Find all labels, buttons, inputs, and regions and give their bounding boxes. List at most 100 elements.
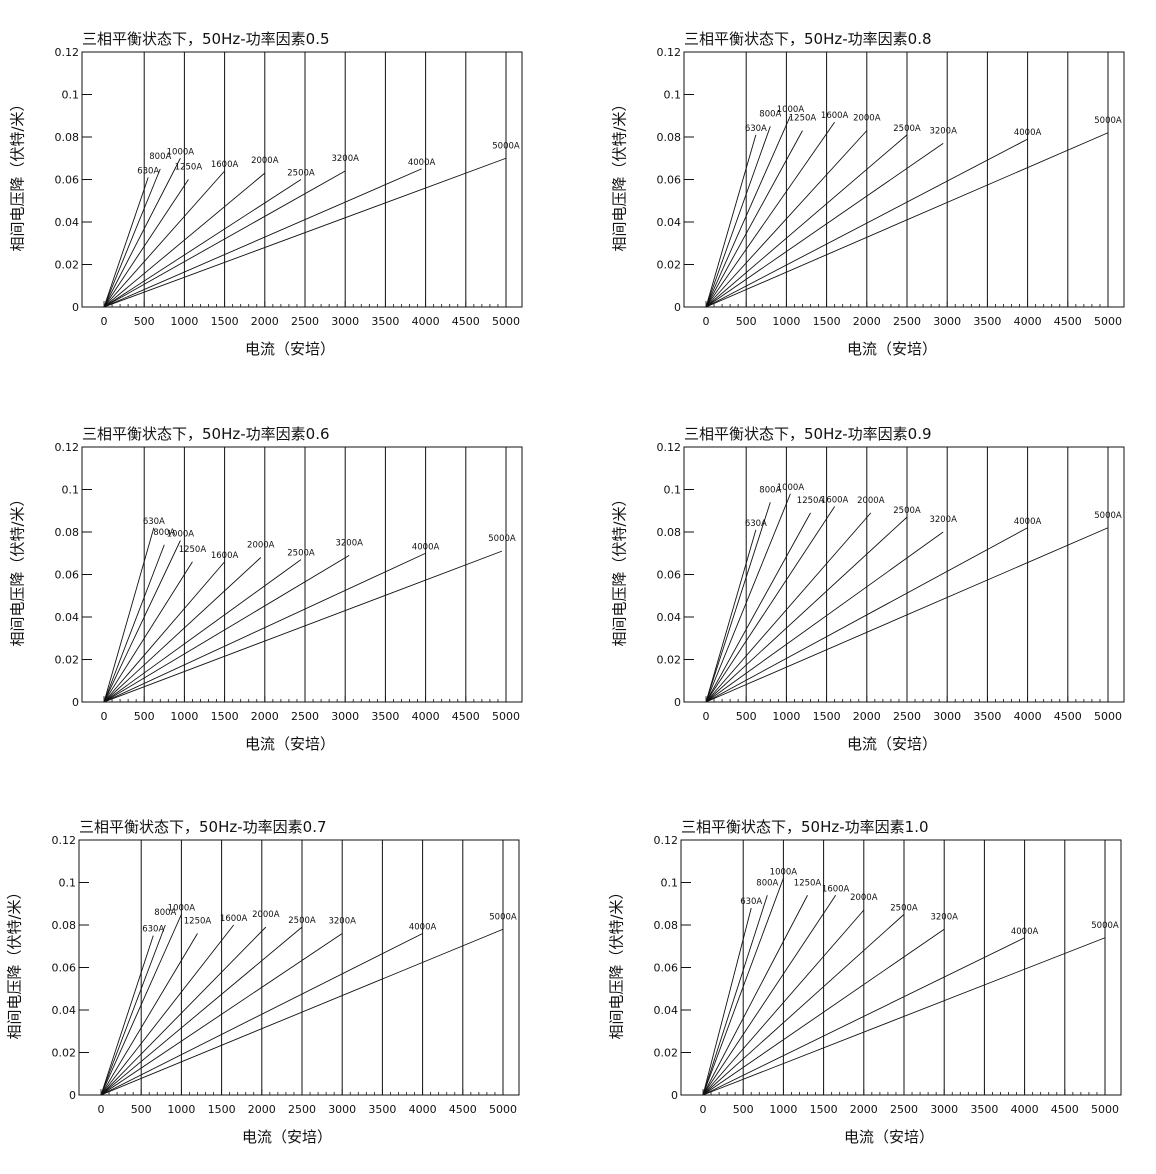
series-label: 5000A bbox=[489, 912, 517, 922]
chart-pf-0-7: 0 500 1000 1500 2000 2500 3000 3500 4000 4500 5000… bbox=[0, 814, 557, 1174]
series-label: 800A bbox=[759, 109, 781, 119]
series-label: 5000A bbox=[1094, 511, 1122, 521]
series-line-1000A bbox=[705, 115, 791, 308]
series-label: 1250A bbox=[789, 114, 817, 124]
series-label: 1000A bbox=[777, 105, 805, 115]
series-line-1000A bbox=[100, 914, 182, 1096]
y-tick-label: 0.06 bbox=[52, 962, 77, 975]
series-label: 1000A bbox=[770, 867, 798, 877]
series-line-630A bbox=[705, 134, 757, 308]
series-line-3200A bbox=[100, 933, 343, 1096]
series-line-1600A bbox=[100, 924, 235, 1096]
series-label: 2500A bbox=[893, 506, 921, 516]
x-tick-label: 2500 bbox=[893, 710, 921, 723]
series-line-1250A bbox=[103, 561, 193, 703]
series-line-5000A bbox=[702, 937, 1106, 1096]
series-line-4000A bbox=[705, 527, 1028, 703]
y-tick-label: 0.12 bbox=[52, 834, 77, 847]
series-label: 2500A bbox=[893, 124, 921, 134]
series-label: 5000A bbox=[1094, 116, 1122, 126]
x-tick-label: 3500 bbox=[368, 1103, 396, 1116]
x-tick-label: 3500 bbox=[973, 315, 1001, 328]
y-tick-label: 0 bbox=[72, 301, 79, 314]
x-tick-label: 1500 bbox=[813, 710, 841, 723]
series-label: 630A bbox=[137, 166, 159, 176]
series-label: 2000A bbox=[251, 156, 279, 166]
x-tick-label: 1500 bbox=[211, 315, 239, 328]
y-tick-label: 0.04 bbox=[654, 1004, 679, 1017]
x-tick-label: 0 bbox=[101, 315, 108, 328]
series-line-4000A bbox=[702, 937, 1025, 1096]
series-line-1000A bbox=[702, 878, 784, 1096]
x-tick-label: 3000 bbox=[933, 315, 961, 328]
series-label: 1600A bbox=[822, 884, 850, 894]
series-label: 800A bbox=[756, 878, 778, 888]
series-line-2500A bbox=[103, 179, 302, 308]
series-line-630A bbox=[705, 529, 757, 703]
x-tick-label: 5000 bbox=[1091, 1103, 1119, 1116]
plot-area: 0 500 1000 1500 2000 2500 3000 3500 4000 4500 5000… bbox=[657, 441, 1125, 723]
y-tick-label: 0.1 bbox=[59, 877, 77, 890]
chart-pf-0-6: 0 500 1000 1500 2000 2500 3000 3500 4000 4500 5000… bbox=[0, 421, 560, 781]
y-tick-label: 0.02 bbox=[654, 1047, 679, 1060]
x-axis-label: 电流（安培） bbox=[847, 735, 938, 753]
chart-title: 三相平衡状态下，50Hz-功率因素0.8 bbox=[684, 30, 932, 48]
series-line-1250A bbox=[705, 130, 803, 308]
series-line-1600A bbox=[103, 561, 225, 703]
x-tick-label: 4000 bbox=[412, 710, 440, 723]
x-tick-label: 500 bbox=[134, 315, 155, 328]
series-line-5000A bbox=[705, 132, 1109, 308]
y-tick-label: 0.06 bbox=[55, 569, 80, 582]
series-line-1600A bbox=[705, 121, 836, 308]
y-tick-label: 0.12 bbox=[55, 441, 80, 454]
series-label: 2500A bbox=[890, 903, 918, 913]
y-tick-label: 0.04 bbox=[657, 611, 682, 624]
x-tick-label: 2500 bbox=[288, 1103, 316, 1116]
series-line-5000A bbox=[103, 550, 503, 703]
series-label: 1000A bbox=[167, 147, 195, 157]
y-tick-label: 0.1 bbox=[62, 89, 80, 102]
x-tick-label: 1000 bbox=[170, 315, 198, 328]
series-line-3200A bbox=[103, 170, 346, 308]
series-line-5000A bbox=[705, 527, 1109, 703]
y-tick-label: 0.08 bbox=[55, 526, 80, 539]
x-tick-label: 3000 bbox=[933, 710, 961, 723]
y-tick-label: 0 bbox=[671, 1089, 678, 1102]
x-tick-label: 4500 bbox=[1054, 315, 1082, 328]
y-tick-label: 0.1 bbox=[62, 484, 80, 497]
x-axis-label: 电流（安培） bbox=[245, 735, 336, 753]
x-tick-label: 2000 bbox=[850, 1103, 878, 1116]
x-tick-label: 1000 bbox=[167, 1103, 195, 1116]
series-line-1600A bbox=[103, 170, 225, 308]
series-line-2000A bbox=[100, 926, 267, 1096]
x-tick-label: 0 bbox=[101, 710, 108, 723]
series-line-2500A bbox=[100, 926, 303, 1096]
series-label: 3200A bbox=[331, 154, 359, 164]
series-line-800A bbox=[705, 126, 771, 308]
series-label: 2500A bbox=[287, 549, 315, 559]
y-tick-label: 0.02 bbox=[657, 654, 682, 667]
y-tick-label: 0.02 bbox=[55, 259, 80, 272]
x-tick-label: 5000 bbox=[1094, 710, 1122, 723]
series-line-800A bbox=[103, 544, 165, 703]
y-tick-label: 0.02 bbox=[52, 1047, 77, 1060]
series-label: 4000A bbox=[1014, 517, 1042, 527]
x-tick-label: 1000 bbox=[772, 315, 800, 328]
y-tick-label: 0.1 bbox=[661, 877, 679, 890]
plot-frame bbox=[680, 839, 1122, 1096]
series-label: 800A bbox=[759, 485, 781, 495]
x-tick-label: 1500 bbox=[813, 315, 841, 328]
y-tick-label: 0.1 bbox=[664, 89, 682, 102]
series-label: 2000A bbox=[857, 496, 885, 506]
series-label: 1600A bbox=[821, 111, 849, 121]
series-label: 1250A bbox=[184, 917, 212, 927]
series-line-1600A bbox=[705, 506, 836, 703]
chart-title: 三相平衡状态下，50Hz-功率因素0.9 bbox=[684, 425, 932, 443]
x-tick-label: 4000 bbox=[1014, 315, 1042, 328]
plot-area: 0 500 1000 1500 2000 2500 3000 3500 4000 4500 5000… bbox=[55, 441, 523, 723]
series-line-800A bbox=[705, 502, 771, 703]
x-tick-label: 2000 bbox=[251, 710, 279, 723]
series-label: 1600A bbox=[220, 914, 248, 924]
x-tick-label: 4500 bbox=[452, 315, 480, 328]
series-line-1000A bbox=[103, 540, 181, 703]
